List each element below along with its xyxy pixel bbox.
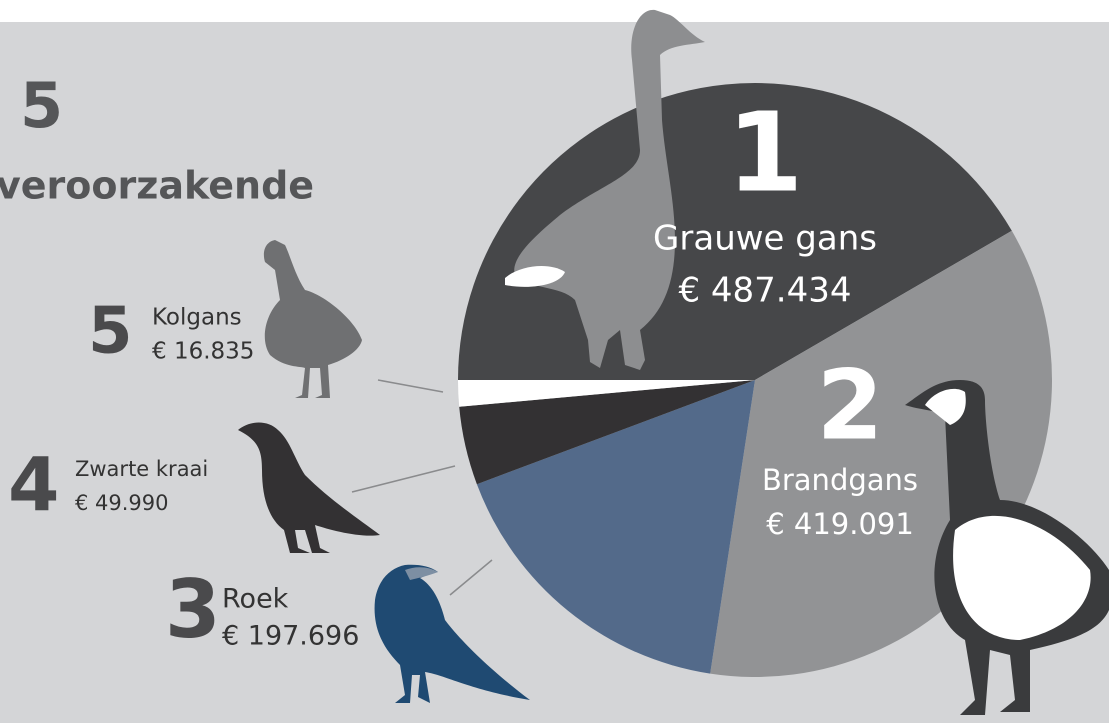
greylag-wing xyxy=(505,266,565,287)
title-number: 5 xyxy=(20,69,63,142)
greater-white-fronted-goose xyxy=(263,240,362,398)
rank-number: 2 xyxy=(817,349,884,461)
title: veroorzakende xyxy=(0,164,314,208)
rook xyxy=(374,564,530,703)
leader-lines xyxy=(351,379,493,596)
rank-number: 5 xyxy=(88,295,133,369)
species-name: Grauwe gans xyxy=(653,219,877,259)
damage-value: € 16.835 xyxy=(152,339,254,365)
rook-beak xyxy=(405,567,438,580)
species-name: Kolgans xyxy=(152,305,242,331)
damage-value: € 487.434 xyxy=(678,271,851,311)
damage-value: € 197.696 xyxy=(222,621,359,652)
species-name: Zwarte kraai xyxy=(75,457,208,481)
carrion-crow xyxy=(238,422,380,553)
species-name: Brandgans xyxy=(762,463,918,497)
pie-slice xyxy=(476,380,755,674)
leader-line xyxy=(351,465,456,493)
pie-slice xyxy=(458,380,755,407)
rank-number: 3 xyxy=(165,563,221,656)
canada-goose-white xyxy=(925,388,1091,640)
damage-value: € 419.091 xyxy=(766,507,914,541)
leader-line xyxy=(377,379,444,393)
leader-line xyxy=(449,559,493,596)
rank-number: 4 xyxy=(8,443,60,529)
rank-number: 1 xyxy=(727,88,804,216)
greylag-goose xyxy=(514,9,705,371)
damage-value: € 49.990 xyxy=(75,491,169,515)
species-name: Roek xyxy=(222,584,289,615)
pie-slice xyxy=(459,380,755,485)
